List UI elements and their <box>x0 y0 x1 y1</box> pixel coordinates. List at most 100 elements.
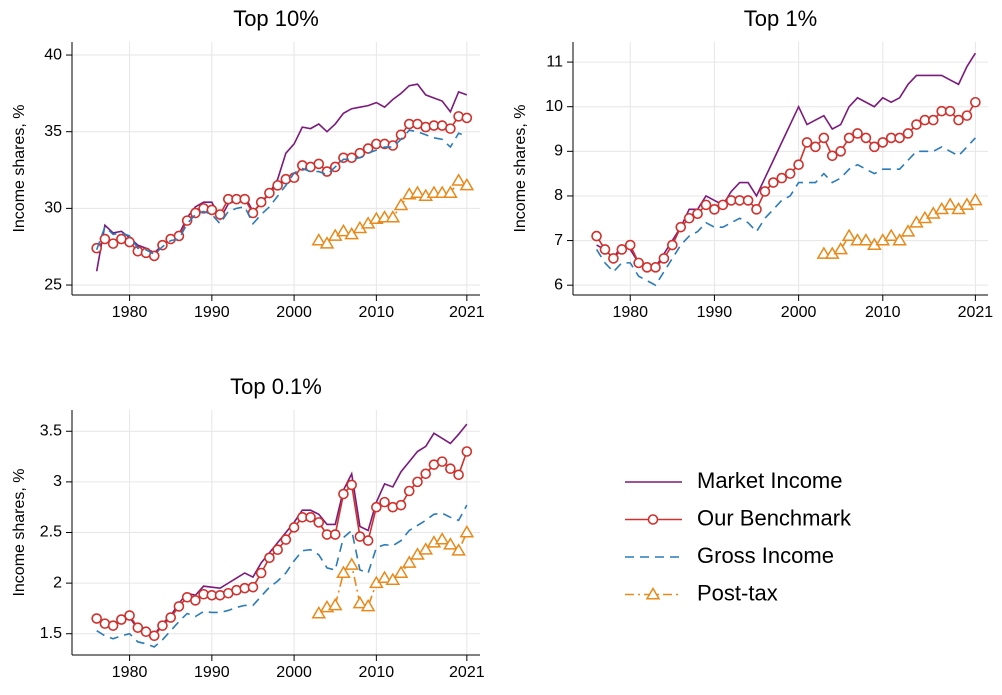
marker <box>700 199 712 211</box>
marker <box>327 597 343 611</box>
chart-title: Top 1% <box>744 6 817 31</box>
marker <box>272 180 283 191</box>
marker <box>371 501 382 513</box>
marker <box>412 476 423 488</box>
series-line <box>596 52 977 269</box>
marker <box>157 239 168 251</box>
marker <box>459 525 475 538</box>
series-line <box>96 451 468 637</box>
marker <box>288 522 300 533</box>
marker <box>624 239 636 251</box>
marker <box>124 236 135 248</box>
x-tick-label: 2021 <box>449 304 485 321</box>
marker <box>692 208 703 220</box>
marker <box>776 172 788 184</box>
marker <box>835 146 846 157</box>
marker <box>784 168 796 179</box>
marker <box>420 468 432 480</box>
marker <box>264 187 275 199</box>
x-tick-label: 2021 <box>449 664 485 681</box>
series-line <box>595 137 976 287</box>
marker <box>445 463 456 475</box>
marker <box>793 159 804 171</box>
x-tick-label: 1990 <box>194 304 230 321</box>
y-axis-label: Income shares, % <box>512 104 529 232</box>
marker <box>280 534 292 545</box>
marker <box>132 622 144 633</box>
legend-marker <box>645 587 661 600</box>
y-tick-label: 8 <box>554 187 563 204</box>
marker <box>311 233 327 246</box>
marker <box>385 572 401 586</box>
marker <box>336 223 351 237</box>
marker <box>858 233 874 246</box>
marker <box>902 128 914 139</box>
marker <box>459 177 475 191</box>
marker <box>751 204 762 215</box>
legend: Market Income Our Benchmark Gross Income Po… <box>625 468 852 605</box>
x-tick-label: 2000 <box>781 304 817 321</box>
marker <box>650 262 661 273</box>
series-line <box>95 83 468 272</box>
marker <box>658 253 670 264</box>
marker <box>173 601 185 612</box>
marker <box>826 150 838 162</box>
marker <box>206 204 218 216</box>
marker <box>148 630 160 642</box>
y-tick-label: 1.5 <box>40 625 62 642</box>
marker <box>344 557 359 570</box>
marker <box>338 488 349 500</box>
marker <box>247 581 259 593</box>
legend-label: Our Benchmark <box>697 505 852 530</box>
marker <box>377 570 392 584</box>
marker <box>280 173 292 185</box>
marker <box>759 186 771 197</box>
marker <box>461 112 473 124</box>
marker <box>900 224 916 237</box>
series-line <box>96 504 468 648</box>
marker <box>264 552 275 564</box>
marker <box>387 140 399 151</box>
x-tick-label: 1980 <box>612 304 648 321</box>
y-tick-label: 2.5 <box>40 524 62 541</box>
legend-item: Gross Income <box>625 543 834 568</box>
marker <box>591 230 602 242</box>
marker <box>395 499 407 511</box>
marker <box>841 228 857 242</box>
marker <box>319 236 335 249</box>
marker <box>816 246 832 259</box>
y-axis-label: Income shares, % <box>11 104 28 232</box>
marker <box>683 212 695 224</box>
x-tick-label: 2000 <box>276 304 312 321</box>
marker <box>599 244 611 255</box>
marker <box>944 105 956 117</box>
y-tick-label: 9 <box>554 143 563 160</box>
marker <box>313 158 325 170</box>
marker <box>418 542 434 555</box>
marker <box>393 565 409 578</box>
y-tick-label: 40 <box>44 46 62 63</box>
marker <box>157 620 168 631</box>
marker <box>461 446 473 457</box>
marker <box>883 228 899 242</box>
marker <box>346 479 357 491</box>
chart-title: Top 10% <box>233 6 319 31</box>
marker <box>107 620 119 631</box>
x-tick-label: 2021 <box>958 304 994 321</box>
marker <box>116 614 127 625</box>
marker <box>362 535 374 546</box>
marker <box>344 226 359 240</box>
x-tick-label: 2010 <box>359 304 395 321</box>
marker <box>892 233 907 246</box>
marker <box>410 185 425 198</box>
marker <box>190 595 201 606</box>
y-tick-label: 30 <box>44 200 62 217</box>
legend-marker <box>647 514 659 525</box>
marker <box>633 257 644 269</box>
marker <box>379 496 390 508</box>
marker <box>255 196 267 208</box>
marker <box>608 253 619 264</box>
marker <box>305 512 316 523</box>
marker <box>443 185 458 198</box>
